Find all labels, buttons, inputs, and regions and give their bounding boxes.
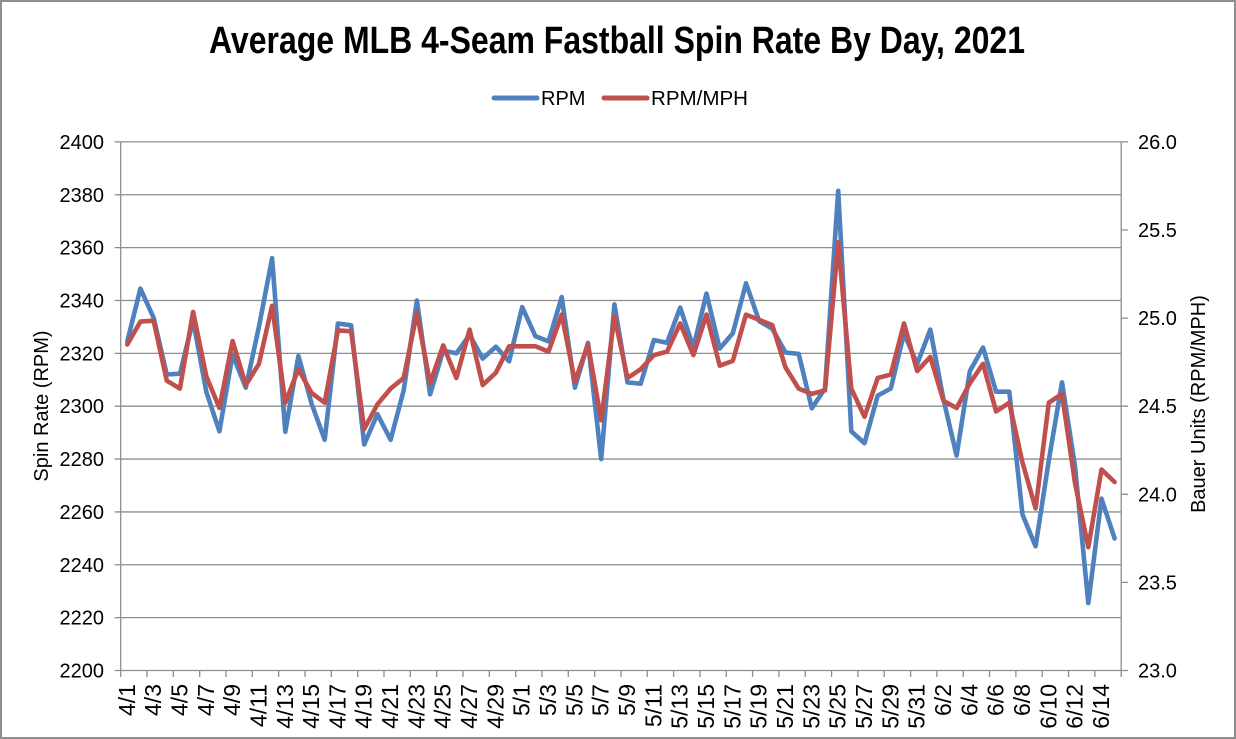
svg-text:23.0: 23.0 [1138, 661, 1177, 683]
svg-text:6/6: 6/6 [983, 684, 1009, 716]
svg-text:23.5: 23.5 [1138, 572, 1177, 594]
svg-text:6/2: 6/2 [930, 684, 956, 716]
svg-text:4/29: 4/29 [482, 684, 508, 729]
svg-text:24.5: 24.5 [1138, 396, 1177, 418]
svg-text:6/4: 6/4 [956, 684, 982, 716]
svg-text:2320: 2320 [60, 343, 105, 365]
svg-text:5/27: 5/27 [851, 684, 877, 729]
svg-text:2240: 2240 [60, 555, 105, 577]
svg-text:Spin Rate (RPM): Spin Rate (RPM) [31, 330, 53, 481]
svg-text:4/19: 4/19 [351, 684, 377, 729]
svg-text:5/5: 5/5 [561, 684, 587, 716]
svg-text:4/23: 4/23 [403, 684, 429, 729]
svg-text:2220: 2220 [60, 608, 105, 630]
svg-text:2340: 2340 [60, 291, 105, 313]
svg-text:5/19: 5/19 [746, 684, 772, 729]
svg-text:6/14: 6/14 [1088, 684, 1114, 729]
svg-text:RPM/MPH: RPM/MPH [651, 88, 748, 110]
svg-text:25.0: 25.0 [1138, 308, 1177, 330]
svg-text:2360: 2360 [60, 238, 105, 260]
svg-text:5/15: 5/15 [693, 684, 719, 729]
svg-text:25.5: 25.5 [1138, 220, 1177, 242]
svg-text:5/3: 5/3 [535, 684, 561, 716]
svg-text:4/3: 4/3 [140, 684, 166, 716]
svg-text:4/13: 4/13 [272, 684, 298, 729]
svg-text:6/8: 6/8 [1009, 684, 1035, 716]
svg-text:2260: 2260 [60, 502, 105, 524]
svg-text:5/31: 5/31 [904, 684, 930, 729]
svg-text:4/7: 4/7 [193, 684, 219, 716]
svg-text:5/11: 5/11 [640, 684, 666, 727]
svg-text:2400: 2400 [60, 132, 105, 154]
svg-text:5/7: 5/7 [588, 684, 614, 716]
svg-text:4/9: 4/9 [219, 684, 245, 716]
svg-text:4/25: 4/25 [430, 684, 456, 729]
svg-text:4/17: 4/17 [324, 684, 350, 729]
svg-text:5/23: 5/23 [798, 684, 824, 729]
svg-text:5/13: 5/13 [667, 684, 693, 729]
svg-text:4/11: 4/11 [245, 684, 271, 727]
svg-text:4/21: 4/21 [377, 684, 403, 729]
svg-text:2300: 2300 [60, 396, 105, 418]
svg-text:5/25: 5/25 [825, 684, 851, 729]
svg-text:5/17: 5/17 [719, 684, 745, 729]
svg-text:2200: 2200 [60, 661, 105, 683]
svg-text:Bauer Units (RPM/MPH): Bauer Units (RPM/MPH) [1188, 295, 1210, 513]
svg-text:24.0: 24.0 [1138, 484, 1177, 506]
svg-text:5/29: 5/29 [877, 684, 903, 729]
svg-text:RPM: RPM [541, 88, 585, 110]
svg-text:5/1: 5/1 [509, 684, 535, 716]
svg-text:2380: 2380 [60, 185, 105, 207]
svg-text:4/27: 4/27 [456, 684, 482, 729]
svg-text:4/15: 4/15 [298, 684, 324, 729]
svg-text:4/1: 4/1 [114, 684, 140, 716]
svg-text:5/21: 5/21 [772, 684, 798, 729]
svg-text:26.0: 26.0 [1138, 132, 1177, 154]
svg-text:5/9: 5/9 [614, 684, 640, 716]
svg-text:6/12: 6/12 [1062, 684, 1088, 729]
svg-text:Average MLB 4-Seam Fastball Sp: Average MLB 4-Seam Fastball Spin Rate By… [209, 20, 1025, 62]
svg-text:6/10: 6/10 [1035, 684, 1061, 729]
svg-text:2280: 2280 [60, 449, 105, 471]
svg-text:4/5: 4/5 [166, 684, 192, 716]
